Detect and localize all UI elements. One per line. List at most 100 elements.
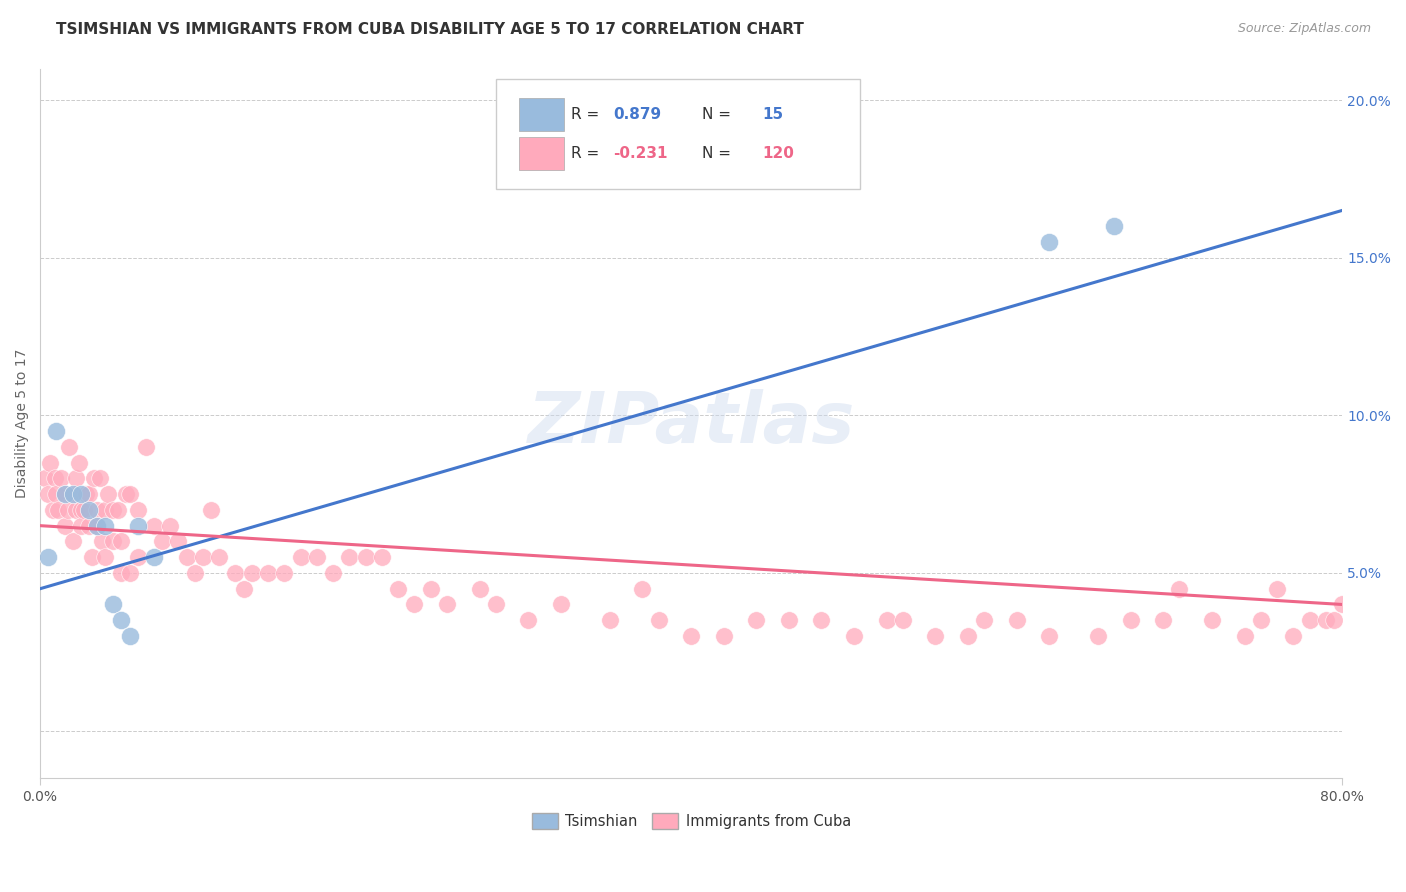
Point xyxy=(91,534,114,549)
Point xyxy=(67,456,90,470)
Point xyxy=(62,487,84,501)
Point xyxy=(371,550,394,565)
Point xyxy=(208,550,231,565)
Text: TSIMSHIAN VS IMMIGRANTS FROM CUBA DISABILITY AGE 5 TO 17 CORRELATION CHART: TSIMSHIAN VS IMMIGRANTS FROM CUBA DISABI… xyxy=(56,22,804,37)
Point xyxy=(956,629,979,643)
Point xyxy=(1119,613,1142,627)
Point xyxy=(115,487,138,501)
Point xyxy=(778,613,800,627)
Point xyxy=(419,582,441,596)
Text: ZIPatlas: ZIPatlas xyxy=(527,389,855,458)
Point xyxy=(62,487,84,501)
Point xyxy=(73,503,96,517)
Point xyxy=(110,613,132,627)
Point xyxy=(290,550,312,565)
Point xyxy=(127,518,149,533)
Point xyxy=(354,550,377,565)
Point xyxy=(45,487,67,501)
Point xyxy=(1087,629,1109,643)
Point xyxy=(176,550,198,565)
Text: 0.879: 0.879 xyxy=(613,107,661,122)
Point xyxy=(184,566,207,580)
Point xyxy=(273,566,295,580)
Point xyxy=(876,613,898,627)
Point xyxy=(599,613,621,627)
Point xyxy=(86,518,108,533)
Point xyxy=(1250,613,1272,627)
Point xyxy=(42,503,65,517)
Point xyxy=(322,566,344,580)
Point xyxy=(118,566,141,580)
Point xyxy=(1152,613,1174,627)
Point xyxy=(1331,598,1354,612)
Point xyxy=(167,534,190,549)
Point xyxy=(1299,613,1322,627)
Point xyxy=(127,503,149,517)
Point xyxy=(69,487,91,501)
Point xyxy=(65,471,87,485)
Point xyxy=(83,471,105,485)
Point xyxy=(305,550,328,565)
Point xyxy=(681,629,703,643)
Point xyxy=(150,534,173,549)
FancyBboxPatch shape xyxy=(519,137,564,170)
Y-axis label: Disability Age 5 to 17: Disability Age 5 to 17 xyxy=(15,349,30,498)
Point xyxy=(75,487,97,501)
Point xyxy=(97,487,120,501)
Point xyxy=(37,550,59,565)
Text: R =: R = xyxy=(571,107,605,122)
Point xyxy=(550,598,572,612)
Point xyxy=(62,534,84,549)
Point xyxy=(103,598,125,612)
Point xyxy=(103,503,125,517)
Point xyxy=(69,518,91,533)
Point xyxy=(713,629,735,643)
Point xyxy=(53,487,76,501)
Point xyxy=(842,629,865,643)
Text: 15: 15 xyxy=(763,107,785,122)
Point xyxy=(191,550,214,565)
Point xyxy=(647,613,669,627)
Point xyxy=(103,534,125,549)
Point xyxy=(135,440,157,454)
Point xyxy=(1282,629,1305,643)
Point xyxy=(240,566,263,580)
Point xyxy=(51,471,73,485)
Point xyxy=(89,471,111,485)
Point xyxy=(143,518,166,533)
Point xyxy=(69,503,91,517)
Text: N =: N = xyxy=(702,146,735,161)
Point xyxy=(58,440,80,454)
Point xyxy=(1168,582,1191,596)
Point xyxy=(94,550,117,565)
Point xyxy=(65,503,87,517)
Point xyxy=(77,518,100,533)
Point xyxy=(46,503,69,517)
Point xyxy=(1038,235,1060,249)
FancyBboxPatch shape xyxy=(496,79,860,189)
Point xyxy=(82,550,104,565)
Point xyxy=(1323,613,1346,627)
Point xyxy=(1038,629,1060,643)
Point xyxy=(631,582,654,596)
Legend: Tsimshian, Immigrants from Cuba: Tsimshian, Immigrants from Cuba xyxy=(526,807,856,834)
Point xyxy=(86,518,108,533)
Point xyxy=(1104,219,1126,234)
Point xyxy=(891,613,914,627)
Point xyxy=(110,534,132,549)
Point xyxy=(143,550,166,565)
Point xyxy=(38,456,60,470)
Point xyxy=(404,598,426,612)
Point xyxy=(53,487,76,501)
Point xyxy=(436,598,458,612)
Point xyxy=(94,518,117,533)
Text: R =: R = xyxy=(571,146,605,161)
FancyBboxPatch shape xyxy=(519,98,564,131)
Point xyxy=(517,613,540,627)
Point xyxy=(232,582,254,596)
Point xyxy=(110,566,132,580)
Text: 120: 120 xyxy=(763,146,794,161)
Point xyxy=(34,471,56,485)
Point xyxy=(200,503,222,517)
Point xyxy=(257,566,280,580)
